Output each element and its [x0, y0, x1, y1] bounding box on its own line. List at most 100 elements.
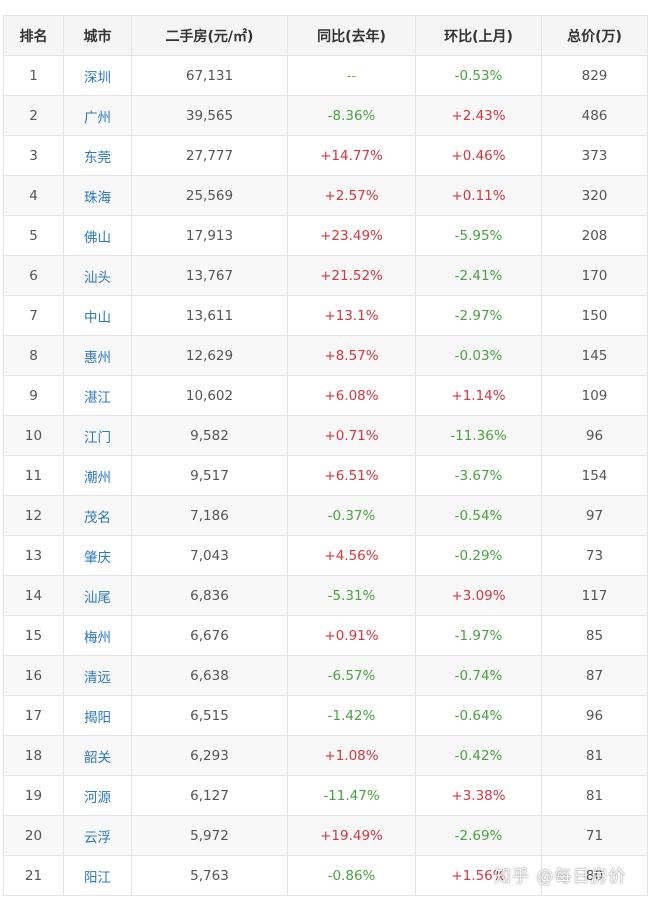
- mom-change-cell: -0.54%: [415, 495, 542, 536]
- table-row: 6 汕头 13,767 +21.52% -2.41% 170: [3, 255, 648, 296]
- city-link[interactable]: 清远: [63, 655, 132, 696]
- table-row: 3 东莞 27,777 +14.77% +0.46% 373: [3, 135, 648, 176]
- table-row: 4 珠海 25,569 +2.57% +0.11% 320: [3, 175, 648, 216]
- price-cell: 25,569: [131, 175, 288, 216]
- mom-change-cell: +3.09%: [415, 575, 542, 616]
- mom-change-cell: +1.14%: [415, 375, 542, 416]
- city-link[interactable]: 东莞: [63, 135, 132, 176]
- table-body: 1 深圳 67,131 -- -0.53% 829 2 广州 39,565 -8.36% +2.43…: [3, 55, 648, 896]
- city-link[interactable]: 潮州: [63, 455, 132, 496]
- price-cell: 6,836: [131, 575, 288, 616]
- rank-cell: 11: [3, 455, 64, 496]
- total-price-cell: 81: [541, 775, 648, 816]
- table-row: 1 深圳 67,131 -- -0.53% 829: [3, 55, 648, 96]
- city-link[interactable]: 湛江: [63, 375, 132, 416]
- table-row: 19 河源 6,127 -11.47% +3.38% 81: [3, 775, 648, 816]
- header-rank: 排名: [3, 15, 64, 56]
- table-row: 16 清远 6,638 -6.57% -0.74% 87: [3, 655, 648, 696]
- yoy-change-cell: +6.51%: [287, 455, 416, 496]
- mom-change-cell: -0.53%: [415, 55, 542, 96]
- header-city: 城市: [63, 15, 132, 56]
- city-link[interactable]: 佛山: [63, 215, 132, 256]
- city-link[interactable]: 汕尾: [63, 575, 132, 616]
- price-cell: 67,131: [131, 55, 288, 96]
- rank-cell: 12: [3, 495, 64, 536]
- price-cell: 7,186: [131, 495, 288, 536]
- price-cell: 6,638: [131, 655, 288, 696]
- table-row: 10 江门 9,582 +0.71% -11.36% 96: [3, 415, 648, 456]
- city-link[interactable]: 揭阳: [63, 695, 132, 736]
- table-row: 15 梅州 6,676 +0.91% -1.97% 85: [3, 615, 648, 656]
- yoy-change-cell: +21.52%: [287, 255, 416, 296]
- rank-cell: 3: [3, 135, 64, 176]
- rank-cell: 19: [3, 775, 64, 816]
- total-price-cell: 97: [541, 495, 648, 536]
- city-link[interactable]: 中山: [63, 295, 132, 336]
- housing-price-table: 排名 城市 二手房(元/㎡) 同比(去年) 环比(上月) 总价(万) 1 深圳 67…: [3, 15, 648, 896]
- mom-change-cell: -0.29%: [415, 535, 542, 576]
- city-link[interactable]: 韶关: [63, 735, 132, 776]
- rank-cell: 21: [3, 855, 64, 896]
- price-cell: 6,293: [131, 735, 288, 776]
- price-cell: 10,602: [131, 375, 288, 416]
- price-cell: 6,127: [131, 775, 288, 816]
- table-row: 7 中山 13,611 +13.1% -2.97% 150: [3, 295, 648, 336]
- rank-cell: 6: [3, 255, 64, 296]
- city-link[interactable]: 深圳: [63, 55, 132, 96]
- mom-change-cell: -0.74%: [415, 655, 542, 696]
- mom-change-cell: -0.64%: [415, 695, 542, 736]
- total-price-cell: 81: [541, 735, 648, 776]
- total-price-cell: 87: [541, 655, 648, 696]
- mom-change-cell: +0.46%: [415, 135, 542, 176]
- table-row: 20 云浮 5,972 +19.49% -2.69% 71: [3, 815, 648, 856]
- rank-cell: 13: [3, 535, 64, 576]
- price-cell: 27,777: [131, 135, 288, 176]
- city-link[interactable]: 珠海: [63, 175, 132, 216]
- mom-change-cell: +1.56%: [415, 855, 542, 896]
- table-row: 12 茂名 7,186 -0.37% -0.54% 97: [3, 495, 648, 536]
- header-yoy: 同比(去年): [287, 15, 416, 56]
- table-row: 14 汕尾 6,836 -5.31% +3.09% 117: [3, 575, 648, 616]
- header-mom: 环比(上月): [415, 15, 542, 56]
- yoy-change-cell: +2.57%: [287, 175, 416, 216]
- yoy-change-cell: +4.56%: [287, 535, 416, 576]
- yoy-change-cell: +8.57%: [287, 335, 416, 376]
- mom-change-cell: -3.67%: [415, 455, 542, 496]
- total-price-cell: 170: [541, 255, 648, 296]
- rank-cell: 18: [3, 735, 64, 776]
- header-price: 二手房(元/㎡): [131, 15, 288, 56]
- total-price-cell: 208: [541, 215, 648, 256]
- rank-cell: 15: [3, 615, 64, 656]
- price-cell: 12,629: [131, 335, 288, 376]
- price-cell: 13,767: [131, 255, 288, 296]
- city-link[interactable]: 汕头: [63, 255, 132, 296]
- price-cell: 6,515: [131, 695, 288, 736]
- mom-change-cell: +0.11%: [415, 175, 542, 216]
- city-link[interactable]: 茂名: [63, 495, 132, 536]
- rank-cell: 8: [3, 335, 64, 376]
- rank-cell: 20: [3, 815, 64, 856]
- table-row: 2 广州 39,565 -8.36% +2.43% 486: [3, 95, 648, 136]
- city-link[interactable]: 河源: [63, 775, 132, 816]
- city-link[interactable]: 广州: [63, 95, 132, 136]
- total-price-cell: 145: [541, 335, 648, 376]
- city-link[interactable]: 江门: [63, 415, 132, 456]
- total-price-cell: 320: [541, 175, 648, 216]
- mom-change-cell: +2.43%: [415, 95, 542, 136]
- city-link[interactable]: 梅州: [63, 615, 132, 656]
- total-price-cell: 486: [541, 95, 648, 136]
- rank-cell: 1: [3, 55, 64, 96]
- city-link[interactable]: 云浮: [63, 815, 132, 856]
- city-link[interactable]: 阳江: [63, 855, 132, 896]
- city-link[interactable]: 肇庆: [63, 535, 132, 576]
- rank-cell: 14: [3, 575, 64, 616]
- total-price-cell: 73: [541, 535, 648, 576]
- total-price-cell: 71: [541, 815, 648, 856]
- price-cell: 9,582: [131, 415, 288, 456]
- city-link[interactable]: 惠州: [63, 335, 132, 376]
- table-row: 17 揭阳 6,515 -1.42% -0.64% 96: [3, 695, 648, 736]
- yoy-change-cell: -6.57%: [287, 655, 416, 696]
- rank-cell: 5: [3, 215, 64, 256]
- total-price-cell: 373: [541, 135, 648, 176]
- yoy-change-cell: +13.1%: [287, 295, 416, 336]
